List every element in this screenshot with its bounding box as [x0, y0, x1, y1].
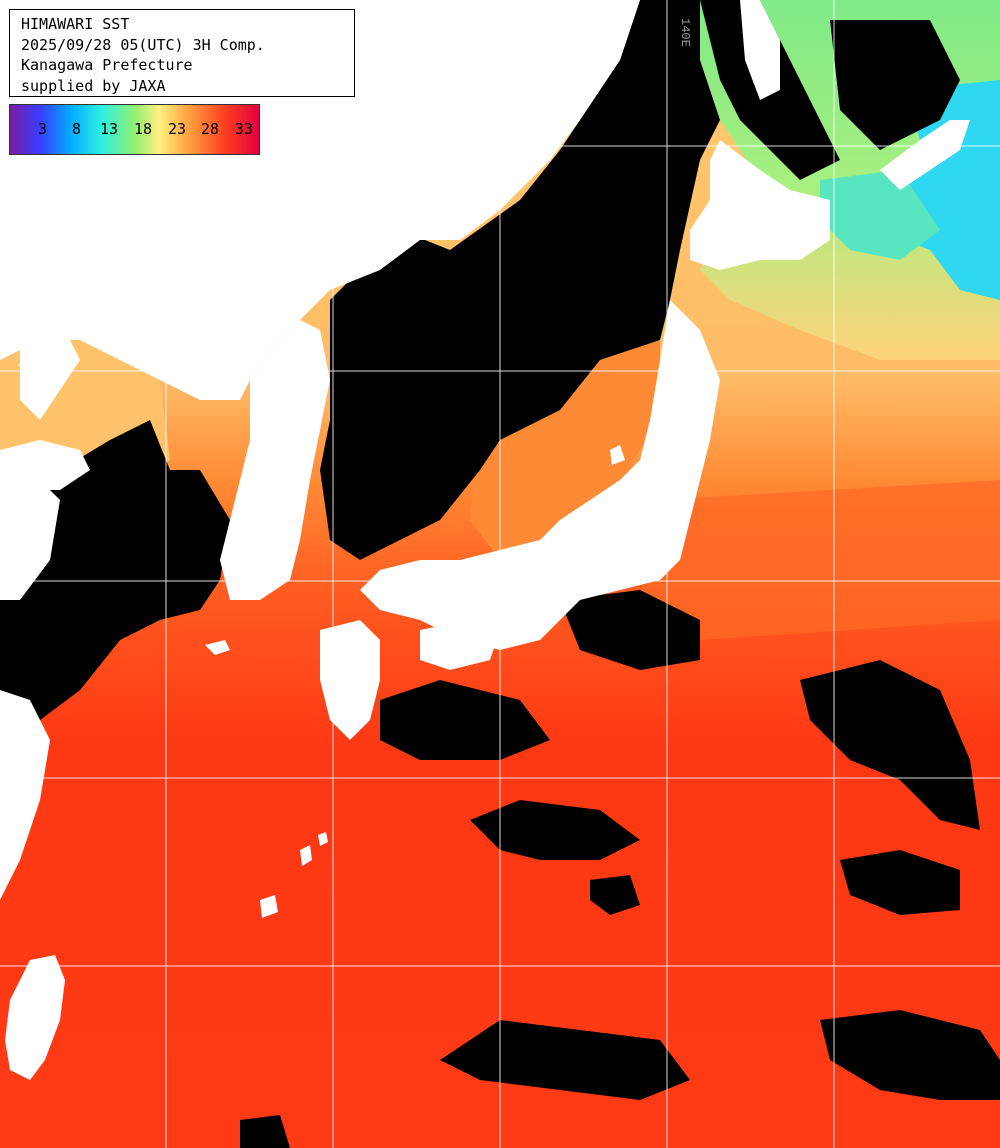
land-korea [220, 320, 330, 600]
scale-tick-8: 8 [72, 120, 82, 138]
land-liaodong [20, 340, 80, 420]
land-taiwan [5, 955, 65, 1080]
land-ryukyu-2 [260, 895, 278, 918]
cloud-small-1 [590, 875, 640, 915]
land-china-coast [0, 690, 50, 900]
color-scale-gradient [10, 105, 259, 154]
title-panel: HIMAWARI SST 2025/09/28 05(UTC) 3H Comp.… [9, 9, 355, 97]
land-honshu [360, 300, 720, 650]
japan-sea-water [470, 340, 660, 560]
product-name: HIMAWARI SST [21, 15, 130, 33]
color-scale: 3 8 13 18 23 28 33 [9, 104, 260, 155]
cloud-okhotsk [830, 20, 960, 150]
cloud-japan-sea [320, 0, 720, 560]
land-ryukyu-3 [318, 832, 328, 846]
cloud-near-honshu [560, 590, 700, 670]
cloud-south-of-kyushu [380, 680, 550, 760]
land-shikoku [420, 620, 500, 670]
scale-tick-13: 13 [100, 120, 119, 138]
lat-label-30n: 30N [18, 765, 40, 779]
scale-tick-28: 28 [201, 120, 220, 138]
lat-label-40n: 40N [18, 358, 40, 372]
region-line: Kanagawa Prefecture [21, 56, 193, 74]
supplier-line: supplied by JAXA [21, 76, 166, 95]
warm-band [640, 480, 1000, 640]
lon-label-140e: 140E [678, 18, 692, 47]
land-kyushu [320, 620, 380, 740]
scale-tick-33: 33 [235, 120, 254, 138]
cloud-southeast [820, 1010, 1000, 1100]
land-tsushima-sea-island [398, 125, 428, 160]
cloud-small-2 [240, 1115, 290, 1148]
land-china-west [0, 460, 60, 600]
cyan-water-patch [820, 170, 940, 260]
cloud-west-china [0, 560, 120, 730]
scale-tick-18: 18 [134, 120, 153, 138]
scale-tick-23: 23 [168, 120, 187, 138]
land-hokkaido [690, 140, 830, 270]
cloud-south-strip [440, 1020, 690, 1100]
land-sado [610, 445, 625, 465]
cloud-east-mid [840, 850, 960, 915]
land-ryukyu-1 [300, 845, 312, 866]
land-manchuria [0, 0, 640, 400]
land-kuril-peninsula [880, 120, 970, 190]
land-shandong [0, 440, 90, 490]
land-jeju [205, 640, 230, 655]
cloud-south-central [470, 800, 640, 860]
cloud-east-sea [800, 660, 980, 830]
land-sakhalin [740, 0, 780, 100]
scale-tick-3: 3 [38, 120, 48, 138]
timestamp-line: 2025/09/28 05(UTC) 3H Comp. [21, 35, 265, 54]
